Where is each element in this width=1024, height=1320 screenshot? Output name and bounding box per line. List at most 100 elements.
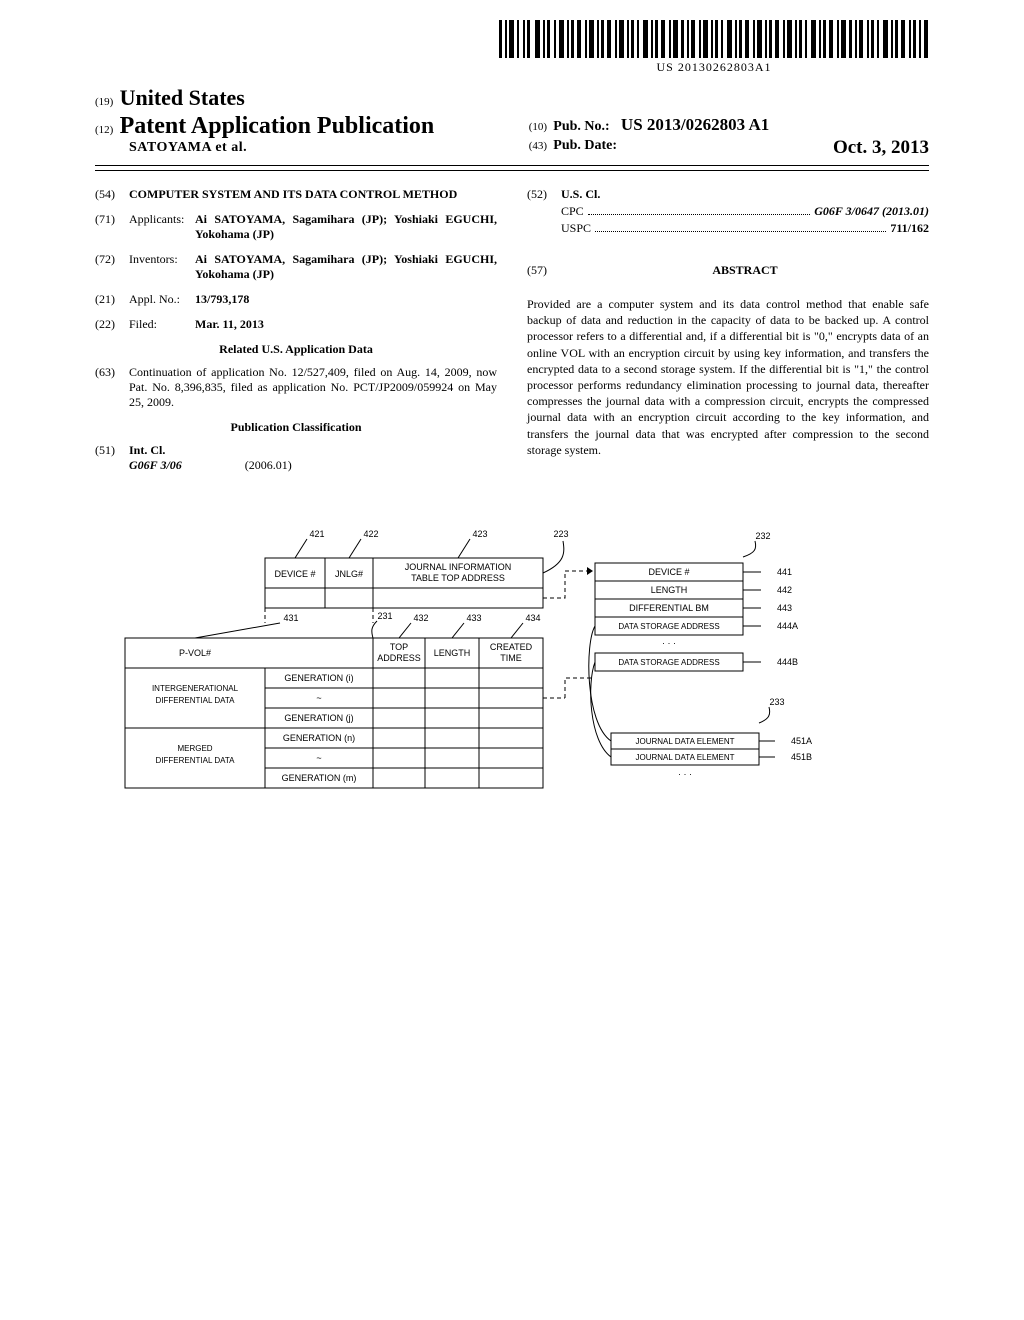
lbl-jnlg: JNLG# <box>335 569 363 579</box>
header-left: (19) United States (12) Patent Applicati… <box>95 85 495 159</box>
svg-text:CREATED: CREATED <box>490 642 533 652</box>
ref-232: 232 <box>755 531 770 541</box>
field-22: (22) Filed: Mar. 11, 2013 <box>95 317 497 332</box>
diagram-svg: 421 422 423 223 DEVICE # JNLG# JOURNAL I… <box>95 523 929 863</box>
svg-text:DIFFERENTIAL DATA: DIFFERENTIAL DATA <box>156 756 236 765</box>
field-51-class: G06F 3/06 <box>129 458 182 472</box>
abstract-heading: ABSTRACT <box>712 263 777 277</box>
ref-443: 443 <box>777 603 792 613</box>
doc-type: Patent Application Publication <box>120 113 435 139</box>
ref-451a: 451A <box>791 736 812 746</box>
lbl-232-dsa2: DATA STORAGE ADDRESS <box>618 658 719 667</box>
lbl-jit1: JOURNAL INFORMATION <box>405 562 512 572</box>
ref-441: 441 <box>777 567 792 577</box>
cpc-label: CPC <box>561 204 584 219</box>
pubclass-title: Publication Classification <box>95 420 497 435</box>
lbl-geni: GENERATION (i) <box>284 673 353 683</box>
svg-text:DIFFERENTIAL DATA: DIFFERENTIAL DATA <box>156 696 236 705</box>
pubno-value: US 2013/0262803 A1 <box>621 115 769 134</box>
svg-text:MERGED: MERGED <box>177 744 212 753</box>
ref-421: 421 <box>309 529 324 539</box>
barcode-region: US 20130262803A1 <box>95 20 929 75</box>
field-51-label: Int. Cl. <box>129 443 165 457</box>
field-21: (21) Appl. No.: 13/793,178 <box>95 292 497 307</box>
lbl-genj: GENERATION (j) <box>284 713 353 723</box>
field-51-year: (2006.01) <box>245 458 292 472</box>
header-rule-top <box>95 165 929 166</box>
ref-231: 231 <box>377 611 392 621</box>
lbl-232-device: DEVICE # <box>648 567 689 577</box>
lbl-length: LENGTH <box>434 648 471 658</box>
diagram: 421 422 423 223 DEVICE # JNLG# JOURNAL I… <box>95 523 929 866</box>
lbl-genn: GENERATION (n) <box>283 733 355 743</box>
barcode-svg <box>499 20 929 58</box>
lbl-232-dsa1: DATA STORAGE ADDRESS <box>618 622 719 631</box>
field-51-body: Int. Cl. G06F 3/06 (2006.01) <box>129 443 497 473</box>
uspc-label: USPC <box>561 221 591 236</box>
field-43-num: (43) <box>529 140 547 152</box>
right-column: (52) U.S. Cl. CPC G06F 3/0647 (2013.01) … <box>527 187 929 483</box>
field-57: (57) ABSTRACT <box>527 262 929 278</box>
field-54-num: (54) <box>95 187 129 202</box>
lbl-jde2: JOURNAL DATA ELEMENT <box>636 753 735 762</box>
field-21-value: 13/793,178 <box>195 292 497 307</box>
field-51-num: (51) <box>95 443 129 473</box>
ref-433: 433 <box>466 613 481 623</box>
ref-432: 432 <box>413 613 428 623</box>
ref-451b: 451B <box>791 752 812 762</box>
field-52-label: U.S. Cl. <box>561 187 600 202</box>
pubdate-label: Pub. Date: <box>553 138 617 153</box>
field-71-label: Applicants: <box>129 212 195 242</box>
field-19-num: (19) <box>95 96 113 108</box>
field-54-text: COMPUTER SYSTEM AND ITS DATA CONTROL MET… <box>129 187 497 202</box>
field-63-text: Continuation of application No. 12/527,4… <box>129 365 497 410</box>
field-72-text: Ai SATOYAMA, Sagamihara (JP); Yoshiaki E… <box>195 252 497 282</box>
svg-text:ADDRESS: ADDRESS <box>377 653 421 663</box>
cpc-dots <box>588 214 811 215</box>
field-52-num: (52) <box>527 187 561 202</box>
lbl-232-length: LENGTH <box>651 585 688 595</box>
header-block: (19) United States (12) Patent Applicati… <box>95 85 929 159</box>
field-63-num: (63) <box>95 365 129 410</box>
ref-422: 422 <box>363 529 378 539</box>
field-21-label: Appl. No.: <box>129 292 195 307</box>
header-rule-bottom <box>95 170 929 171</box>
ref-444a: 444A <box>777 621 798 631</box>
lbl-device: DEVICE # <box>274 569 315 579</box>
pubno-label: Pub. No.: <box>553 119 609 134</box>
uspc-dots <box>595 231 886 232</box>
ref-223: 223 <box>553 529 568 539</box>
field-22-num: (22) <box>95 317 129 332</box>
lbl-tilde1: ~ <box>316 693 321 703</box>
ref-233: 233 <box>769 697 784 707</box>
lbl-232-dots: · · · <box>662 638 676 648</box>
lbl-232-diffbm: DIFFERENTIAL BM <box>629 603 709 613</box>
field-72-num: (72) <box>95 252 129 282</box>
field-72-label: Inventors: <box>129 252 195 282</box>
ref-434: 434 <box>525 613 540 623</box>
field-51: (51) Int. Cl. G06F 3/06 (2006.01) <box>95 443 497 473</box>
field-63: (63) Continuation of application No. 12/… <box>95 365 497 410</box>
barcode: US 20130262803A1 <box>499 20 929 75</box>
left-column: (54) COMPUTER SYSTEM AND ITS DATA CONTRO… <box>95 187 497 483</box>
ref-442: 442 <box>777 585 792 595</box>
lbl-genm: GENERATION (m) <box>282 773 357 783</box>
field-12-num: (12) <box>95 124 113 136</box>
field-71: (71) Applicants: Ai SATOYAMA, Sagamihara… <box>95 212 497 242</box>
field-10-num: (10) <box>529 121 547 133</box>
related-app-title: Related U.S. Application Data <box>95 342 497 357</box>
pubdate-value: Oct. 3, 2013 <box>833 137 929 159</box>
field-52: (52) U.S. Cl. CPC G06F 3/0647 (2013.01) … <box>527 187 929 236</box>
field-57-num: (57) <box>527 263 561 278</box>
lbl-pvol: P-VOL# <box>179 648 211 658</box>
cpc-value: G06F 3/0647 (2013.01) <box>814 204 929 219</box>
lbl-233-dots: · · · <box>678 769 692 779</box>
svg-text:INTERGENERATIONAL: INTERGENERATIONAL <box>152 684 239 693</box>
body-columns: (54) COMPUTER SYSTEM AND ITS DATA CONTRO… <box>95 187 929 483</box>
svg-text:TOP: TOP <box>390 642 408 652</box>
field-54: (54) COMPUTER SYSTEM AND ITS DATA CONTRO… <box>95 187 497 202</box>
field-21-num: (21) <box>95 292 129 307</box>
lbl-jde1: JOURNAL DATA ELEMENT <box>636 737 735 746</box>
authors-line: SATOYAMA et al. <box>129 140 495 156</box>
ref-423: 423 <box>472 529 487 539</box>
